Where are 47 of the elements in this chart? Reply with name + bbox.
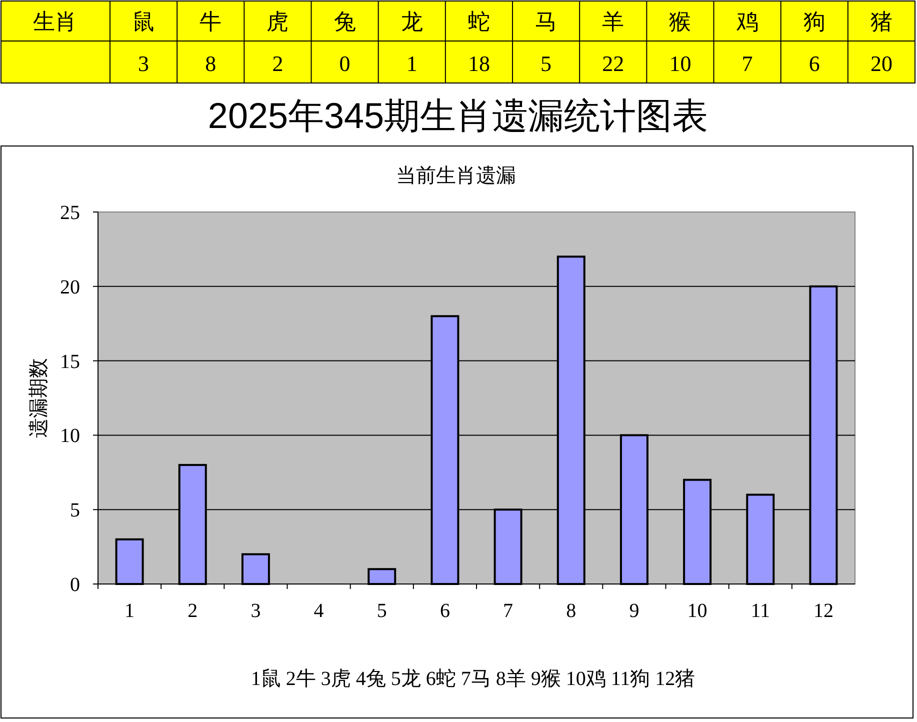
chart-title: 2025年345期生肖遗漏统计图表	[208, 95, 708, 136]
y-tick-label: 25	[60, 202, 80, 224]
category-label: 兔	[334, 9, 356, 34]
data-label: 8	[205, 51, 216, 76]
data-label: 10	[669, 51, 692, 76]
x-tick-label: 3	[250, 600, 261, 622]
y-axis-title: 遗漏期数	[28, 358, 50, 438]
x-tick-label: 1	[124, 600, 135, 622]
x-tick-label: 4	[314, 600, 324, 622]
data-label: 20	[870, 51, 892, 76]
data-label: 1	[406, 51, 418, 76]
chart-subtitle: 当前生肖遗漏	[396, 165, 516, 187]
category-label: 鼠	[132, 9, 155, 34]
category-label: 鸡	[735, 9, 758, 34]
data-label: 5	[540, 51, 552, 76]
x-tick-label: 6	[440, 600, 450, 622]
data-label: 2	[272, 51, 284, 76]
category-label: 龙	[400, 9, 423, 34]
x-tick-label: 5	[376, 600, 387, 622]
y-tick-label: 10	[60, 425, 80, 448]
data-label: 7	[742, 51, 753, 76]
category-label: 蛇	[468, 9, 490, 34]
data-label: 18	[468, 51, 490, 76]
x-tick-label: 8	[566, 600, 576, 622]
category-label: 猴	[669, 9, 692, 34]
x-tick-label: 12	[813, 600, 834, 622]
data-label: 3	[138, 51, 150, 76]
y-tick-label: 5	[70, 500, 80, 522]
x-tick-label: 9	[629, 600, 640, 622]
category-label: 狗	[803, 9, 826, 34]
y-tick-label: 0	[70, 574, 80, 596]
x-tick-label: 10	[687, 600, 708, 622]
x-tick-label: 7	[503, 600, 514, 622]
category-label: 马	[535, 9, 558, 34]
category-label: 虎	[266, 9, 289, 34]
y-tick-label: 20	[60, 276, 80, 298]
y-tick-label: 15	[60, 350, 80, 373]
category-label: 猪	[870, 9, 892, 34]
text: 1鼠 2牛 3虎 4兔 5龙 6蛇 7马 8羊 9猴 10鸡 11狗 12猪	[250, 668, 696, 690]
x-tick-label: 2	[188, 600, 198, 622]
x-tick-label: 11	[750, 600, 770, 622]
category-label: 牛	[200, 9, 222, 34]
category-label: 羊	[602, 9, 624, 34]
data-label: 22	[602, 51, 624, 76]
data-label: 0	[339, 51, 350, 76]
data-label: 6	[808, 51, 820, 76]
text: 生肖	[33, 9, 77, 34]
